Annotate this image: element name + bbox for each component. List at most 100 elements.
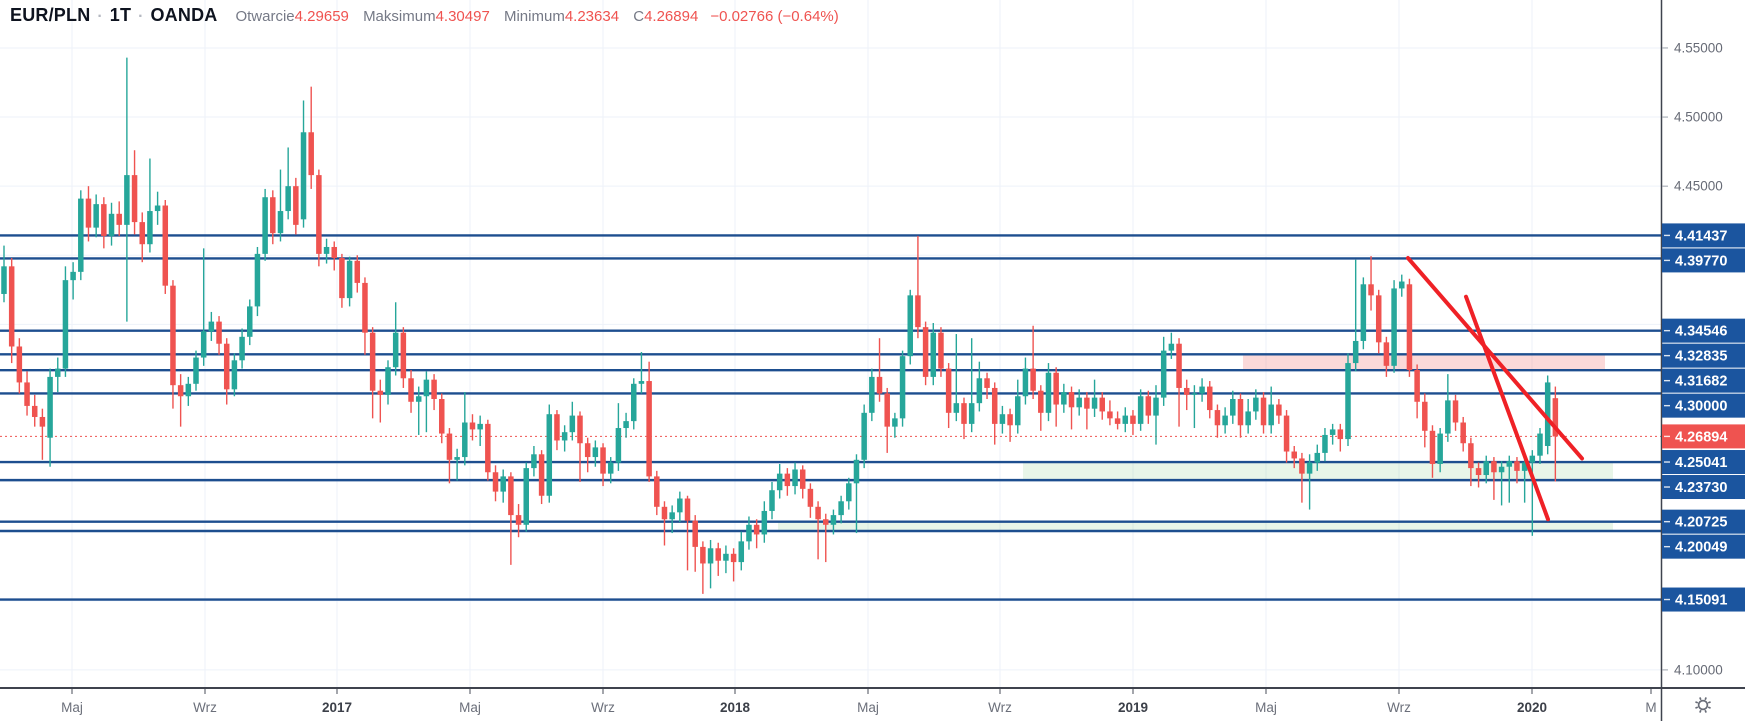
- time-tick-label: 2018: [720, 700, 751, 715]
- change-value: −0.02766 (−0.64%): [710, 8, 839, 25]
- price-tick-label: 4.10000: [1674, 662, 1723, 677]
- candle-body: [454, 457, 460, 460]
- candle-body: [162, 205, 169, 286]
- trendline-2[interactable]: [1464, 294, 1550, 522]
- gear-tooth: [1699, 709, 1702, 713]
- candle-body: [293, 186, 299, 225]
- candle-body: [561, 432, 568, 441]
- candle-body: [1245, 411, 1251, 426]
- candle-body: [1529, 455, 1536, 463]
- candle-body: [1214, 410, 1221, 426]
- candle-body: [654, 476, 660, 507]
- candle-body: [853, 459, 860, 484]
- candle-body: [8, 266, 15, 347]
- price-badge-4.25041: [1662, 450, 1745, 475]
- candle-body: [600, 447, 606, 474]
- candle-body: [730, 553, 737, 563]
- gear-tooth: [1704, 697, 1707, 701]
- candle-body: [1137, 396, 1144, 424]
- candle-body: [1283, 415, 1290, 452]
- candle-body: [1199, 386, 1205, 394]
- candle-body: [953, 403, 960, 413]
- candle-body: [1383, 342, 1390, 366]
- candle-body: [669, 512, 675, 520]
- candle-body: [1230, 399, 1236, 416]
- candle-body: [1306, 462, 1313, 474]
- candle-body: [492, 472, 499, 492]
- candle-body: [615, 428, 622, 463]
- candle-body: [254, 253, 261, 307]
- time-tick-label: 2017: [322, 700, 352, 715]
- candle-body: [47, 376, 53, 438]
- candle-body: [1260, 397, 1267, 426]
- candle-body: [193, 357, 199, 384]
- candle-body: [93, 204, 99, 228]
- candle-body: [869, 376, 875, 413]
- candle-body: [446, 433, 453, 460]
- candle-body: [408, 378, 414, 402]
- candle-body: [631, 383, 637, 422]
- candle-body: [968, 403, 975, 424]
- candle-body: [1237, 399, 1244, 426]
- candle-body: [262, 197, 268, 254]
- candle-body: [1314, 452, 1321, 463]
- candle-body: [431, 379, 437, 400]
- candle-body: [24, 382, 30, 406]
- demand-zone-2[interactable]: [778, 521, 1613, 532]
- candle-body: [1429, 430, 1436, 464]
- candle-body: [1514, 461, 1520, 471]
- candle-body: [1168, 343, 1175, 351]
- candle-body: [1145, 396, 1152, 416]
- axis-settings-gear-icon[interactable]: [1695, 697, 1711, 713]
- candle-body: [369, 332, 376, 391]
- trendlines[interactable]: [1406, 256, 1584, 522]
- price-badge-4.30000: [1662, 393, 1745, 418]
- candle-body: [700, 546, 706, 564]
- trendline-1[interactable]: [1406, 256, 1584, 461]
- candle-body: [469, 422, 476, 430]
- price-zones[interactable]: [778, 354, 1613, 532]
- demand-zone-1[interactable]: [1023, 462, 1613, 481]
- candle-body: [899, 356, 906, 419]
- candle-body: [216, 321, 222, 344]
- candle-body: [623, 421, 629, 429]
- candle-body: [1452, 400, 1459, 423]
- interval-label[interactable]: 1T: [109, 5, 132, 25]
- candle-body: [577, 415, 583, 444]
- candle-body: [1329, 429, 1336, 435]
- candle-body: [285, 186, 291, 212]
- price-badge-label: 4.39770: [1675, 253, 1727, 269]
- price-axis[interactable]: 4.55000 4.50000 4.45000 4.10000: [1662, 40, 1723, 677]
- candle-body: [124, 175, 130, 225]
- candle-body: [938, 332, 944, 369]
- price-badge-4.41437: [1662, 223, 1745, 248]
- candle-body: [339, 258, 345, 299]
- candle-body: [239, 336, 245, 361]
- candle-body: [945, 368, 952, 413]
- exchange-label[interactable]: OANDA: [150, 5, 218, 25]
- time-tick-label: Wrz: [591, 700, 615, 715]
- candle-body: [1207, 386, 1213, 411]
- price-badge-label: 4.41437: [1675, 228, 1727, 244]
- close-label: C: [633, 8, 645, 25]
- candle-body: [439, 399, 445, 434]
- candle-body: [170, 285, 176, 386]
- candle-body: [1068, 392, 1075, 408]
- candle-body: [1091, 397, 1098, 409]
- candle-body: [316, 175, 322, 254]
- candle-body: [569, 415, 576, 433]
- candle-body: [323, 246, 330, 254]
- supply-zone[interactable]: [1243, 354, 1605, 371]
- high-label: Maksimum: [363, 8, 436, 25]
- candle-body: [1468, 443, 1474, 469]
- candle-body: [116, 213, 122, 225]
- candle-body: [807, 488, 814, 507]
- time-axis[interactable]: Maj Wrz 2017 Maj Wrz 2018 Maj Wrz 2019 Maj Wrz 2020…: [61, 689, 1657, 715]
- candle-body: [354, 260, 361, 283]
- candle-body: [1299, 458, 1305, 474]
- candle-body: [70, 271, 76, 281]
- price-badge-4.20049: [1662, 534, 1745, 559]
- symbol-name[interactable]: EUR/PLN: [10, 5, 91, 25]
- price-badge-label: 4.15091: [1675, 593, 1727, 609]
